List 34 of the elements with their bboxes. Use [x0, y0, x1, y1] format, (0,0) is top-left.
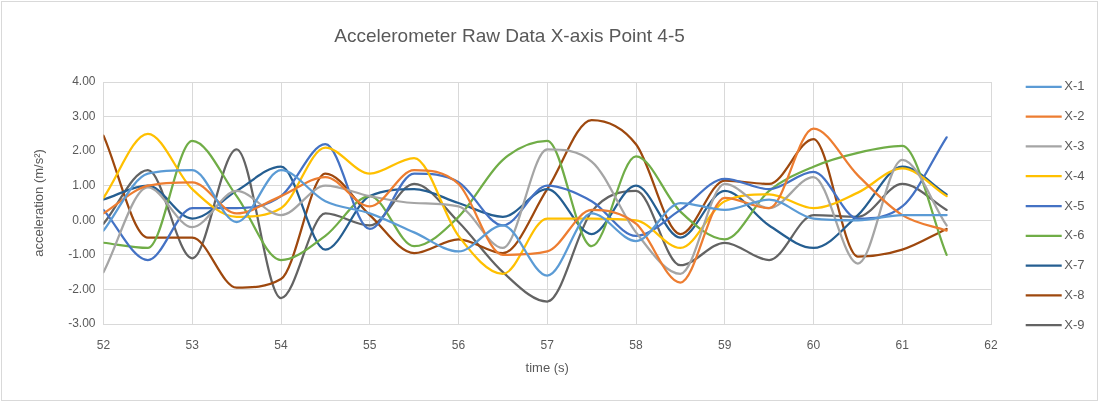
legend-label: X-8 — [1064, 286, 1085, 302]
y-tick-label: -2.00 — [68, 281, 96, 296]
legend-label: X-2 — [1064, 108, 1085, 124]
x-tick-label: 57 — [540, 337, 555, 352]
x-tick-label: 55 — [363, 337, 377, 352]
legend-label: X-1 — [1064, 78, 1085, 94]
x-tick-label: 59 — [718, 337, 732, 352]
line-series — [103, 169, 948, 277]
x-tick-label: 53 — [185, 337, 200, 352]
line-series — [103, 148, 948, 303]
x-tick-label: 61 — [895, 337, 910, 352]
legend-label: X-6 — [1064, 227, 1085, 243]
x-tick-label: 56 — [451, 337, 466, 352]
y-tick-label: 3.00 — [72, 108, 96, 123]
y-tick-label: 2.00 — [72, 143, 96, 158]
y-tick-label: 0.00 — [72, 212, 96, 227]
y-tick-label: -3.00 — [68, 316, 96, 331]
line-series — [103, 165, 948, 251]
y-axis-title: acceleration (m/s²) — [31, 149, 47, 257]
y-tick-label: 1.00 — [72, 178, 96, 193]
x-tick-label: 60 — [806, 337, 821, 352]
y-tick-label: 4.00 — [72, 74, 96, 89]
legend-label: X-3 — [1064, 137, 1085, 153]
legend-label: X-9 — [1064, 316, 1085, 332]
x-axis-title: time (s) — [525, 359, 569, 375]
x-tick-label: 62 — [984, 337, 998, 352]
x-tick-label: 52 — [96, 337, 111, 352]
chart-title: Accelerometer Raw Data X-axis Point 4-5 — [334, 25, 685, 47]
x-tick-label: 54 — [274, 337, 288, 352]
y-tick-label: -1.00 — [68, 247, 96, 262]
x-tick-label: 58 — [629, 337, 643, 352]
legend-label: X-7 — [1064, 257, 1085, 273]
legend-label: X-5 — [1064, 197, 1085, 213]
legend-label: X-4 — [1064, 167, 1085, 183]
